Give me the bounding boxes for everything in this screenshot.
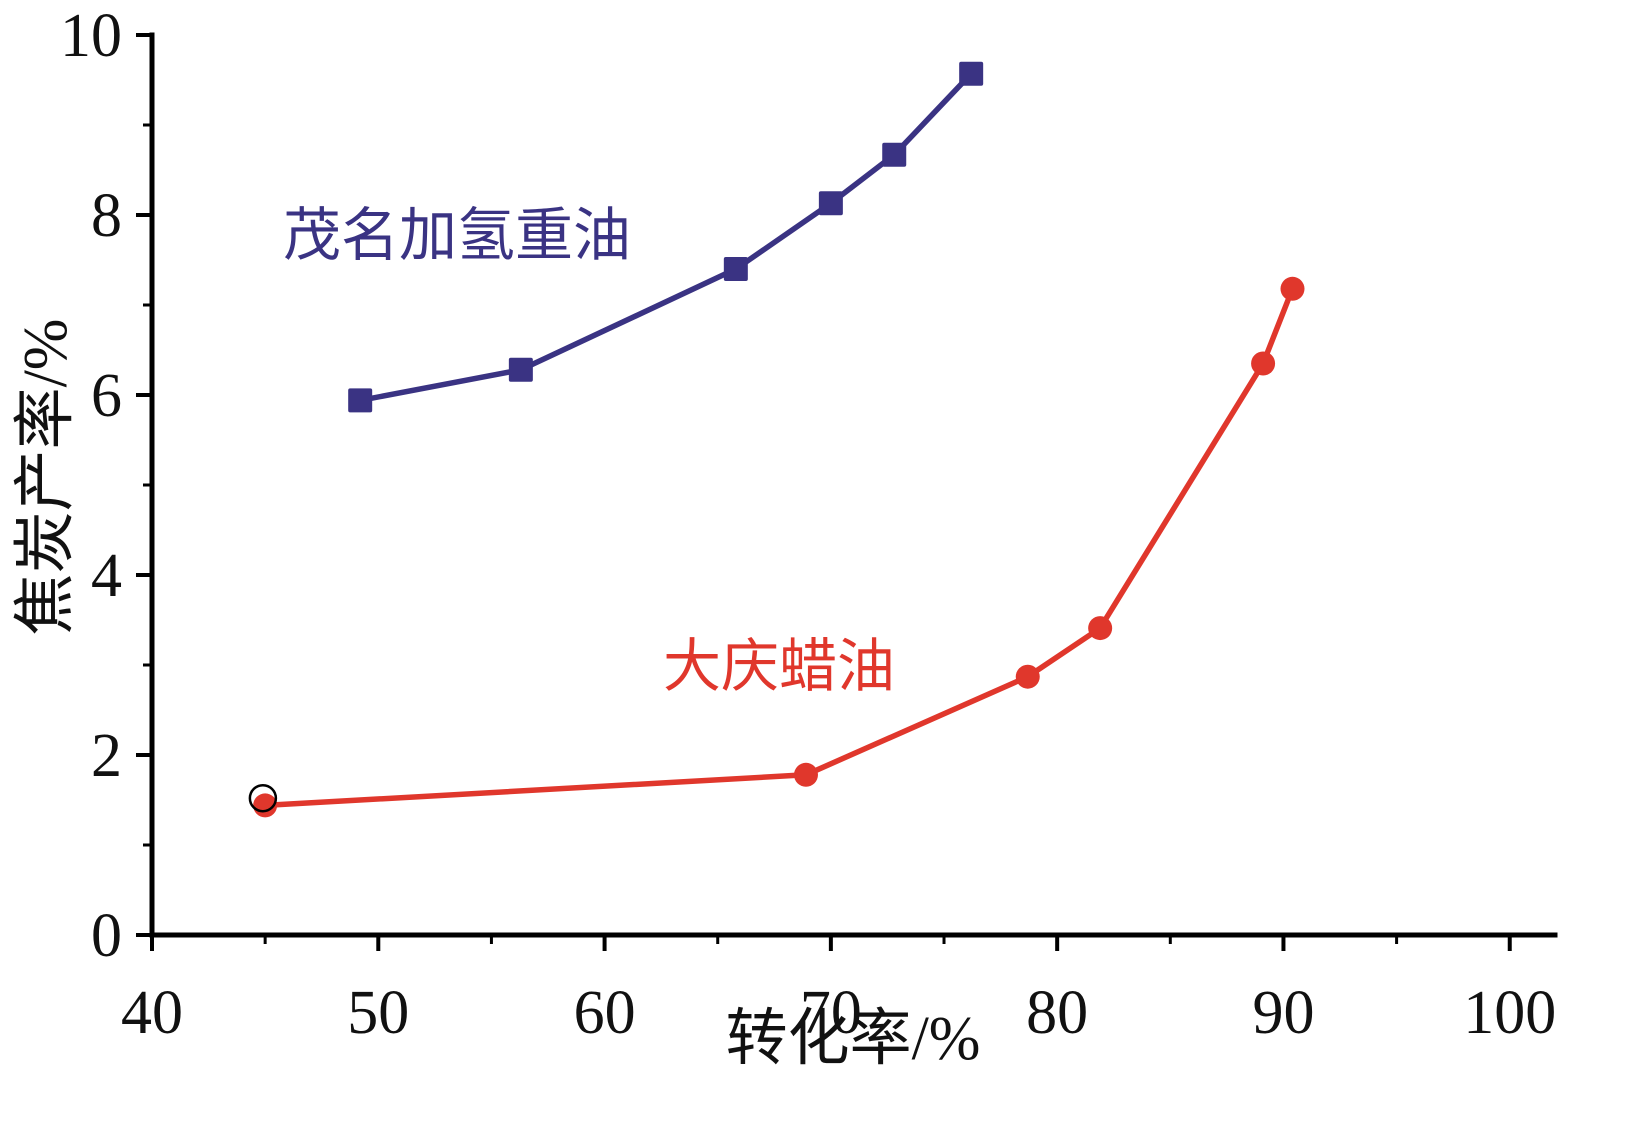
x-tick-label: 100	[1463, 979, 1556, 1047]
open-circle-marker	[248, 783, 278, 813]
y-tick-label: 10	[60, 2, 122, 70]
x-tick-label: 40	[121, 979, 183, 1047]
x-tick-label: 50	[347, 979, 409, 1047]
x-tick-label: 80	[1026, 979, 1088, 1047]
y-tick-label: 6	[91, 362, 122, 430]
data-point-circle	[793, 762, 818, 787]
data-point-circle	[1015, 664, 1040, 689]
y-tick-label: 2	[91, 722, 122, 790]
series-line-1	[262, 286, 1296, 809]
y-axis-title: 焦炭产率/%	[12, 318, 80, 636]
data-point-square	[348, 388, 373, 413]
data-point-circle	[1251, 351, 1276, 376]
data-point-square	[818, 191, 843, 216]
x-tick-label: 60	[574, 979, 636, 1047]
x-tick-label: 70	[800, 979, 862, 1047]
data-point-circle	[1088, 616, 1113, 641]
data-point-square	[882, 142, 907, 167]
series-label-maoming-hydrogenated-heavy-oil: 茂名加氢重油	[283, 203, 632, 268]
y-tick-label: 0	[91, 902, 122, 970]
y-tick-label: 8	[91, 182, 122, 250]
data-point-square	[723, 257, 748, 281]
series-line-0	[357, 70, 974, 404]
x-axis-title: 转化率/%	[725, 1005, 981, 1073]
data-point-square	[508, 357, 533, 382]
x-tick-label: 90	[1252, 979, 1314, 1047]
y-tick-label: 4	[91, 542, 122, 610]
data-point-square	[959, 61, 984, 86]
series-label-daqing-wax-oil: 大庆蜡油	[663, 634, 896, 699]
data-point-circle	[1280, 276, 1305, 301]
